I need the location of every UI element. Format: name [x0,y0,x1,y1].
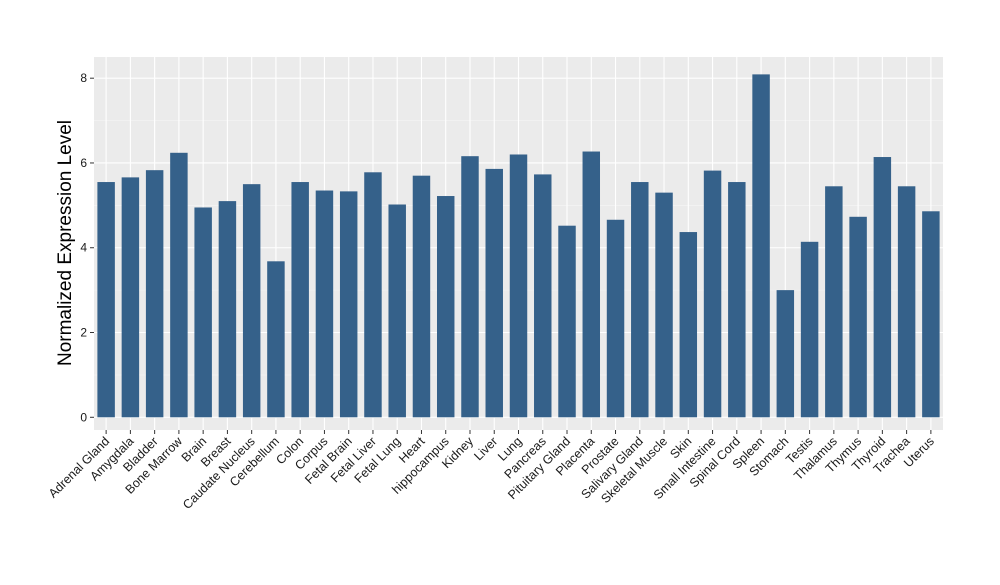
bar [485,168,503,418]
bar [509,154,528,418]
bar [631,182,649,418]
bar [242,184,261,418]
bar [582,151,601,418]
bar [873,157,892,418]
bar [194,207,212,418]
bar [558,225,576,418]
bar [800,241,819,418]
bars [97,74,940,418]
bar [267,261,285,418]
y-axis-title: Normalized Expression Level [55,120,76,366]
bar [436,196,455,418]
bar [315,190,334,418]
bar [606,219,625,418]
bar [291,182,309,418]
bar [218,201,237,418]
bar [145,170,164,418]
x-tick-label: Liver [471,434,500,463]
y-tick-label: 2 [80,326,87,340]
y-tick-label: 8 [80,71,87,85]
bar [922,211,940,418]
bar [170,152,188,418]
bar [679,232,698,418]
bar [388,204,406,418]
bar [364,172,382,418]
bar [897,186,916,418]
bar [534,174,552,418]
bar [339,191,358,418]
y-tick-label: 4 [80,241,87,255]
bar [728,182,746,418]
bar [412,175,431,418]
y-tick-label: 0 [80,410,87,424]
bar [121,177,140,418]
bar [655,192,673,418]
bar [849,216,867,418]
y-axis: 0 2 4 6 8 [80,71,94,424]
bar [776,290,795,418]
bar [752,74,770,418]
bar [97,182,115,418]
bar [461,156,479,418]
bar [703,170,722,418]
y-tick-label: 6 [80,156,87,170]
bar [825,186,843,418]
